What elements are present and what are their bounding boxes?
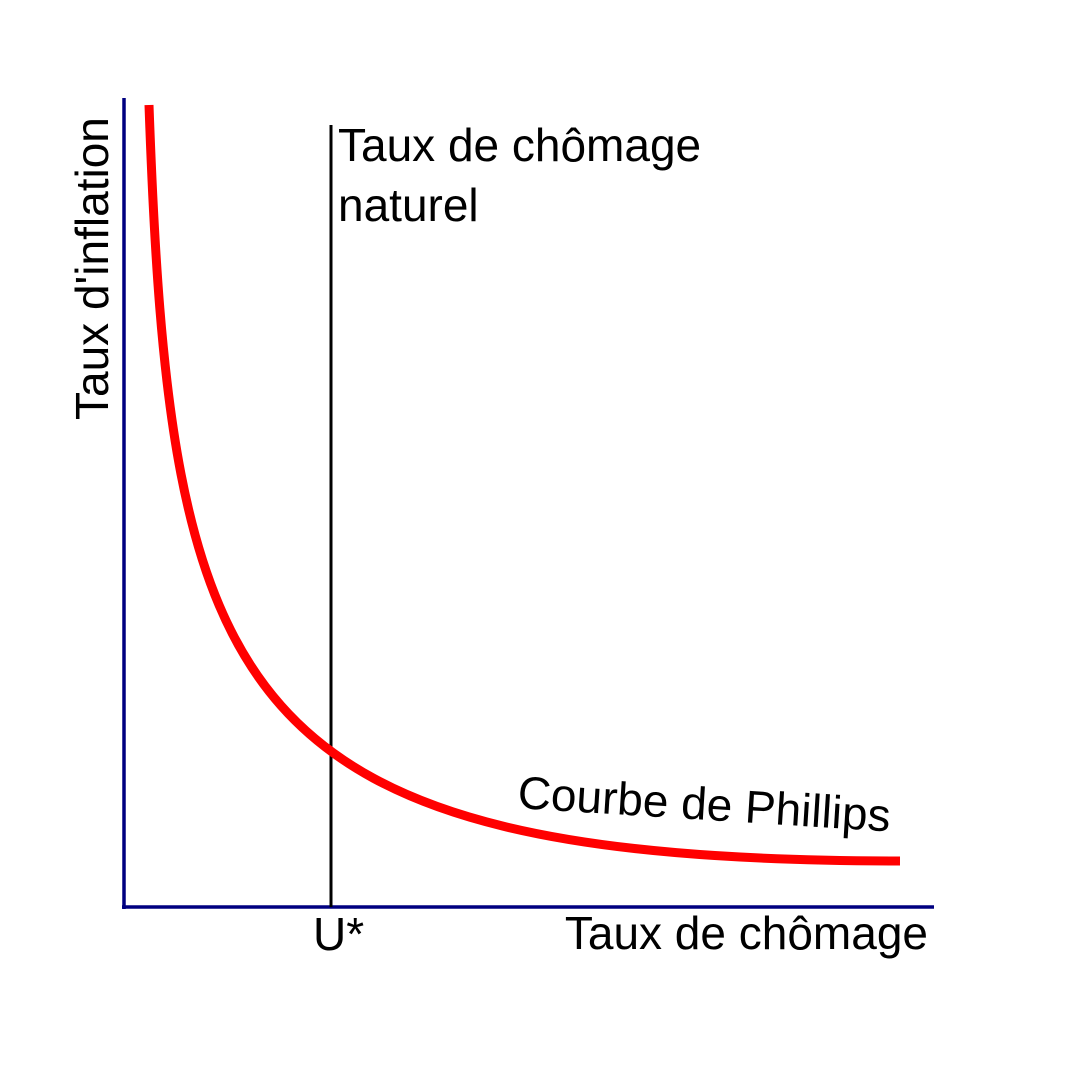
natural-rate-label-line1: Taux de chômage bbox=[338, 119, 701, 171]
x-axis-label: Taux de chômage bbox=[565, 907, 928, 959]
phillips-curve-label: Courbe de Phillips bbox=[516, 766, 892, 841]
y-axis-label: Taux d'inflation bbox=[66, 117, 118, 420]
natural-rate-label-line2: naturel bbox=[338, 179, 479, 231]
natural-rate-tick-label: U* bbox=[313, 908, 364, 960]
phillips-curve bbox=[144, 104, 901, 866]
